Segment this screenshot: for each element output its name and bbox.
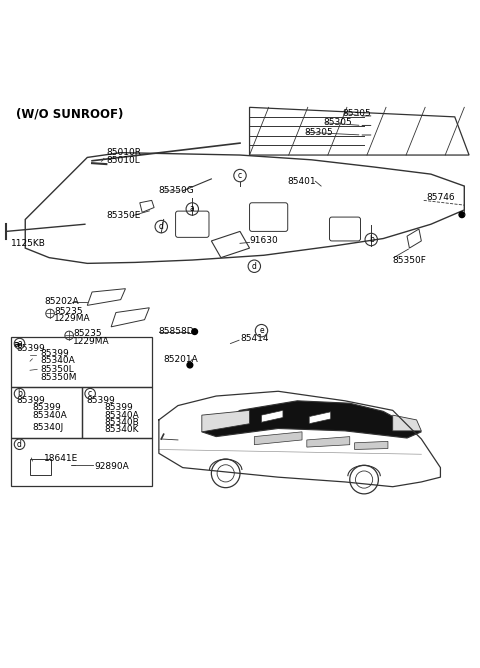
Text: 85350M: 85350M xyxy=(40,373,77,382)
Text: 85399: 85399 xyxy=(104,403,133,412)
Text: b: b xyxy=(17,389,22,398)
Text: 85399: 85399 xyxy=(17,344,46,353)
Polygon shape xyxy=(254,432,302,445)
Polygon shape xyxy=(262,410,283,422)
Polygon shape xyxy=(202,410,250,432)
Text: 18641E: 18641E xyxy=(44,454,79,462)
Text: 85399: 85399 xyxy=(17,396,46,405)
Text: 1229MA: 1229MA xyxy=(73,337,109,345)
Circle shape xyxy=(192,329,198,335)
Text: 85401: 85401 xyxy=(288,177,316,186)
Text: 85235: 85235 xyxy=(54,307,83,315)
Text: a: a xyxy=(190,204,195,214)
Text: 1229MA: 1229MA xyxy=(54,314,91,323)
Text: 85010L: 85010L xyxy=(107,156,140,164)
Text: 85399: 85399 xyxy=(40,349,69,358)
Text: 85340K: 85340K xyxy=(104,425,139,434)
Text: c: c xyxy=(88,389,92,398)
Text: c: c xyxy=(238,171,242,180)
Text: 85340A: 85340A xyxy=(33,411,67,420)
Text: 85350L: 85350L xyxy=(40,365,74,374)
Text: 85340B: 85340B xyxy=(104,418,139,427)
Text: 85340J: 85340J xyxy=(33,423,64,432)
Circle shape xyxy=(459,212,465,218)
Polygon shape xyxy=(355,442,388,450)
Polygon shape xyxy=(202,401,421,438)
Text: 85399: 85399 xyxy=(33,403,61,412)
Text: b: b xyxy=(369,235,373,244)
Text: 92890A: 92890A xyxy=(95,462,129,471)
Text: e: e xyxy=(259,326,264,335)
Text: 85350G: 85350G xyxy=(159,186,194,195)
Circle shape xyxy=(187,362,193,368)
Text: d: d xyxy=(17,440,22,449)
Text: 85399: 85399 xyxy=(86,396,115,405)
Text: a: a xyxy=(13,340,20,349)
Text: 85305: 85305 xyxy=(304,128,333,137)
Text: 85350E: 85350E xyxy=(107,211,141,220)
Text: 85202A: 85202A xyxy=(44,297,79,306)
Polygon shape xyxy=(309,411,331,424)
Text: a: a xyxy=(17,339,22,348)
Text: 85858D: 85858D xyxy=(159,327,194,336)
Text: (W/O SUNROOF): (W/O SUNROOF) xyxy=(16,108,123,120)
Polygon shape xyxy=(307,437,350,447)
Text: d: d xyxy=(159,222,164,231)
Text: d: d xyxy=(252,262,257,271)
Text: 85414: 85414 xyxy=(240,334,268,343)
Text: 85340A: 85340A xyxy=(40,356,75,365)
Text: 85201A: 85201A xyxy=(164,355,198,364)
Text: 1125KB: 1125KB xyxy=(11,238,46,248)
Text: 85305: 85305 xyxy=(343,108,372,118)
Text: 85010R: 85010R xyxy=(107,148,142,158)
Text: 85235: 85235 xyxy=(73,329,102,339)
Text: 85746: 85746 xyxy=(426,194,455,202)
Text: 91630: 91630 xyxy=(250,236,278,245)
Polygon shape xyxy=(393,415,421,431)
Text: 85305: 85305 xyxy=(324,118,352,127)
Text: 85340A: 85340A xyxy=(104,411,139,420)
Text: 85350F: 85350F xyxy=(393,256,427,265)
